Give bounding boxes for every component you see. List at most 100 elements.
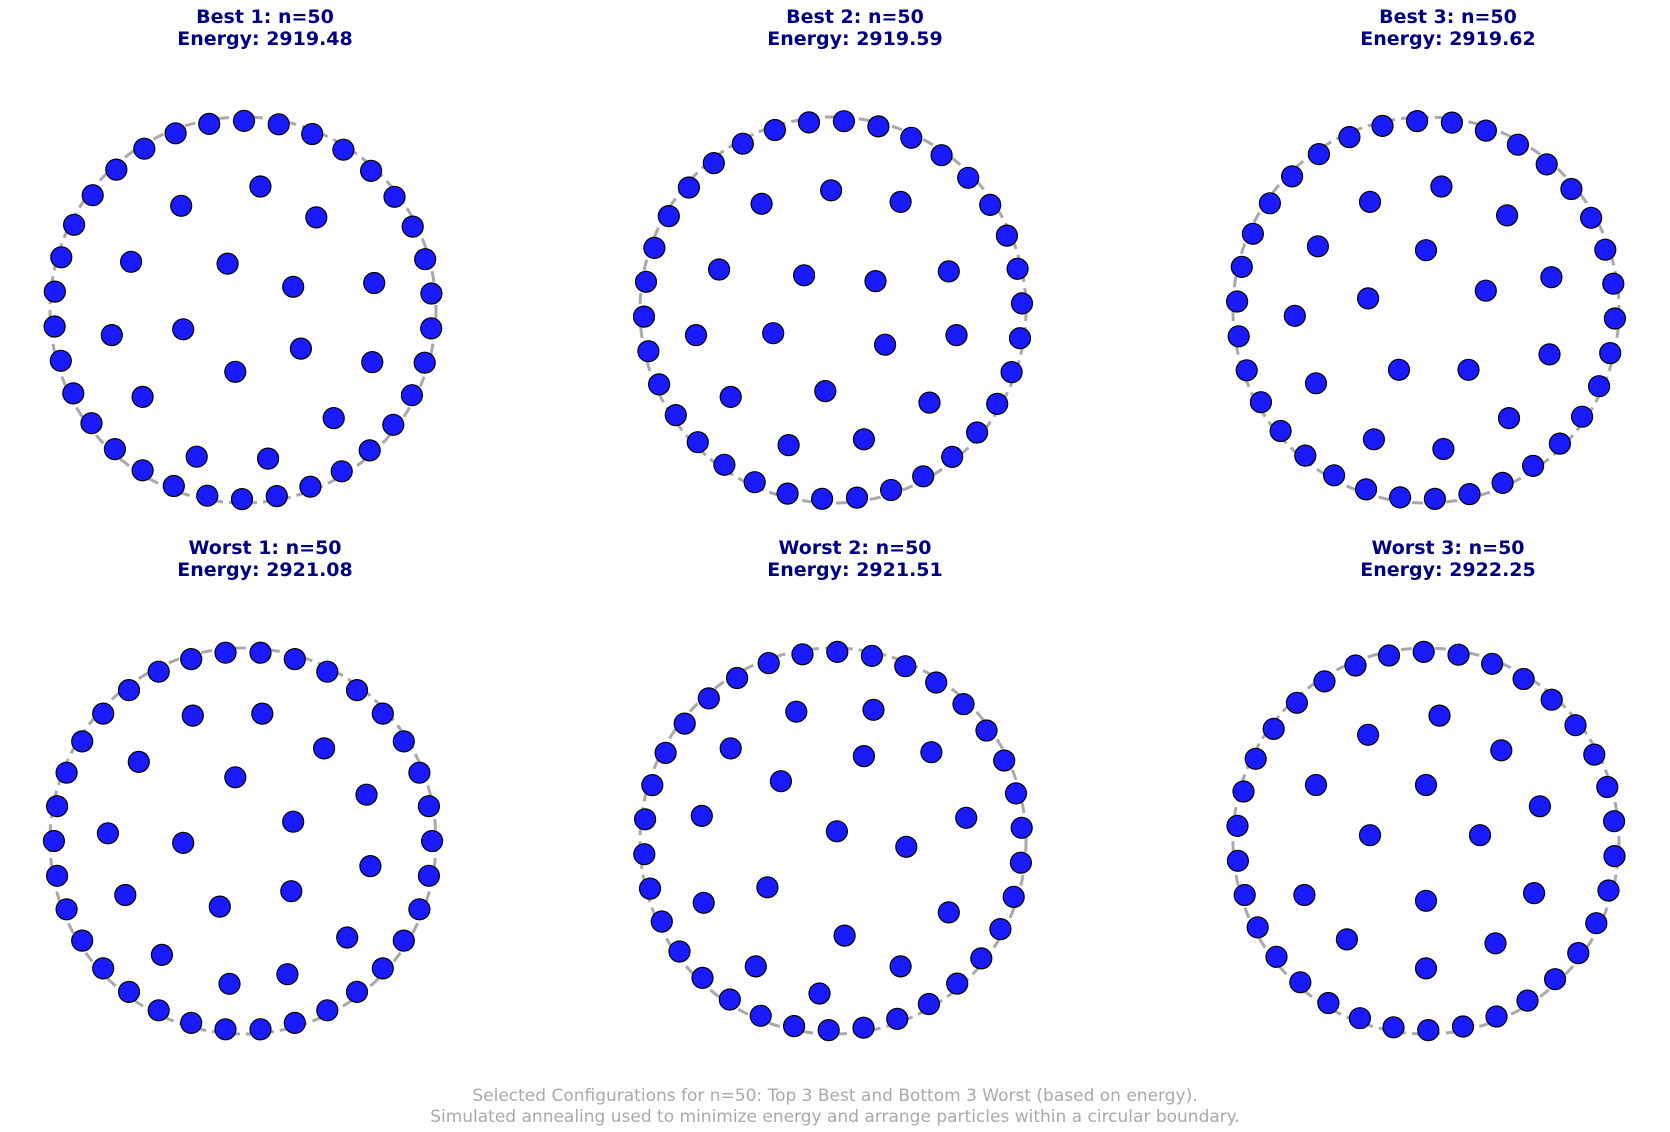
particle-point [1414, 957, 1438, 980]
particle-point [43, 315, 66, 338]
particle-point [986, 392, 1009, 415]
particle-point [1490, 739, 1513, 762]
particle-point [1232, 780, 1255, 803]
panel-title-line2: Energy: 2919.48 [177, 28, 353, 50]
particle-point [1010, 292, 1034, 315]
particle-point [289, 337, 312, 360]
particle-point [749, 1004, 772, 1027]
panel-title: Best 1: n=50 Energy: 2919.48 [5, 6, 525, 50]
particle-point [993, 749, 1016, 772]
particle-point [71, 730, 94, 753]
particle-point [686, 431, 709, 454]
particle-point [224, 360, 247, 383]
particle-point [811, 487, 834, 510]
chart-panel-best-1: Best 1: n=50 Energy: 2919.48 [5, 0, 525, 520]
panel-title-line2: Energy: 2919.59 [767, 28, 943, 50]
particle-point [1602, 272, 1625, 295]
particle-point [1362, 428, 1385, 451]
particle-point [895, 835, 918, 858]
particle-point [874, 333, 897, 356]
particle-point [45, 864, 69, 887]
particle-point [769, 770, 792, 793]
panel-title-line1: Worst 1: n=50 [188, 537, 342, 559]
particle-point [1355, 478, 1378, 501]
particle-point [889, 955, 912, 978]
particle-point [776, 482, 799, 505]
particle-point [96, 822, 120, 845]
particle-point [650, 910, 673, 933]
particle-point [852, 1016, 875, 1039]
particle-point [826, 640, 849, 664]
particle-point [1246, 916, 1269, 939]
particle-point [1358, 190, 1382, 213]
particle-point [208, 895, 231, 918]
particle-point [42, 829, 66, 853]
particle-point [392, 929, 415, 952]
particle-plot [1225, 109, 1626, 510]
particle-point [251, 702, 274, 725]
particle-point [852, 428, 875, 451]
particle-point [1294, 444, 1317, 467]
particle-point [638, 877, 662, 900]
particle-point [633, 843, 656, 866]
particle-point [92, 702, 115, 725]
caption-line2: Simulated annealing used to minimize ene… [430, 1107, 1240, 1127]
particle-point [1241, 222, 1265, 245]
particle-point [414, 248, 437, 271]
particle-point [1338, 126, 1361, 149]
particle-point [925, 671, 948, 694]
particle-point [762, 322, 785, 345]
particle-point [50, 246, 73, 269]
particle-point [1006, 257, 1029, 280]
particle-point [218, 972, 241, 995]
particle-point [664, 404, 687, 427]
particle-point [1528, 795, 1551, 818]
particle-point [691, 966, 714, 989]
particle-point [1484, 932, 1507, 955]
particle-point [1285, 691, 1309, 714]
particle-point [1280, 165, 1304, 188]
particle-plot [1226, 640, 1626, 1042]
panel-title: Worst 2: n=50 Energy: 2921.51 [595, 537, 1115, 581]
particle-point [232, 109, 256, 133]
particle-point [1235, 359, 1258, 382]
particle-point [1262, 717, 1285, 740]
panel-title-line2: Energy: 2922.25 [1360, 559, 1536, 581]
particle-point [71, 929, 94, 952]
particle-point [1497, 407, 1521, 430]
particle-point [1293, 883, 1316, 907]
particle-point [413, 351, 436, 374]
particle-point [677, 176, 701, 199]
particle-point [1588, 375, 1611, 398]
particle-point [382, 413, 405, 436]
particle-point [1387, 358, 1411, 381]
particle-point [1474, 279, 1497, 302]
particle-point [1002, 885, 1025, 908]
particle-point [1226, 814, 1249, 837]
particle-point [172, 831, 195, 854]
particle-point [133, 137, 156, 160]
particle-point [757, 652, 780, 675]
particle-point [49, 349, 72, 372]
particle-point [1548, 432, 1571, 455]
particle-point [912, 465, 935, 488]
particle-point [783, 1015, 806, 1038]
particle-point [1358, 824, 1382, 847]
particle-point [313, 737, 336, 760]
particle-point [401, 215, 424, 238]
particle-point [1414, 889, 1438, 912]
particle-point [1283, 304, 1306, 327]
panel-title: Worst 1: n=50 Energy: 2921.08 [5, 537, 525, 581]
particle-point [1496, 204, 1519, 227]
particle-point [301, 122, 324, 146]
particle-point [81, 184, 104, 207]
particle-point [420, 317, 443, 340]
particle-point [647, 373, 671, 396]
particle-point [1506, 133, 1529, 156]
particle-point [181, 704, 204, 727]
particle-point [1474, 119, 1497, 142]
particle-point [249, 175, 272, 198]
particle-point [1428, 704, 1451, 727]
particle-point [283, 1011, 306, 1034]
particle-point [643, 236, 666, 259]
